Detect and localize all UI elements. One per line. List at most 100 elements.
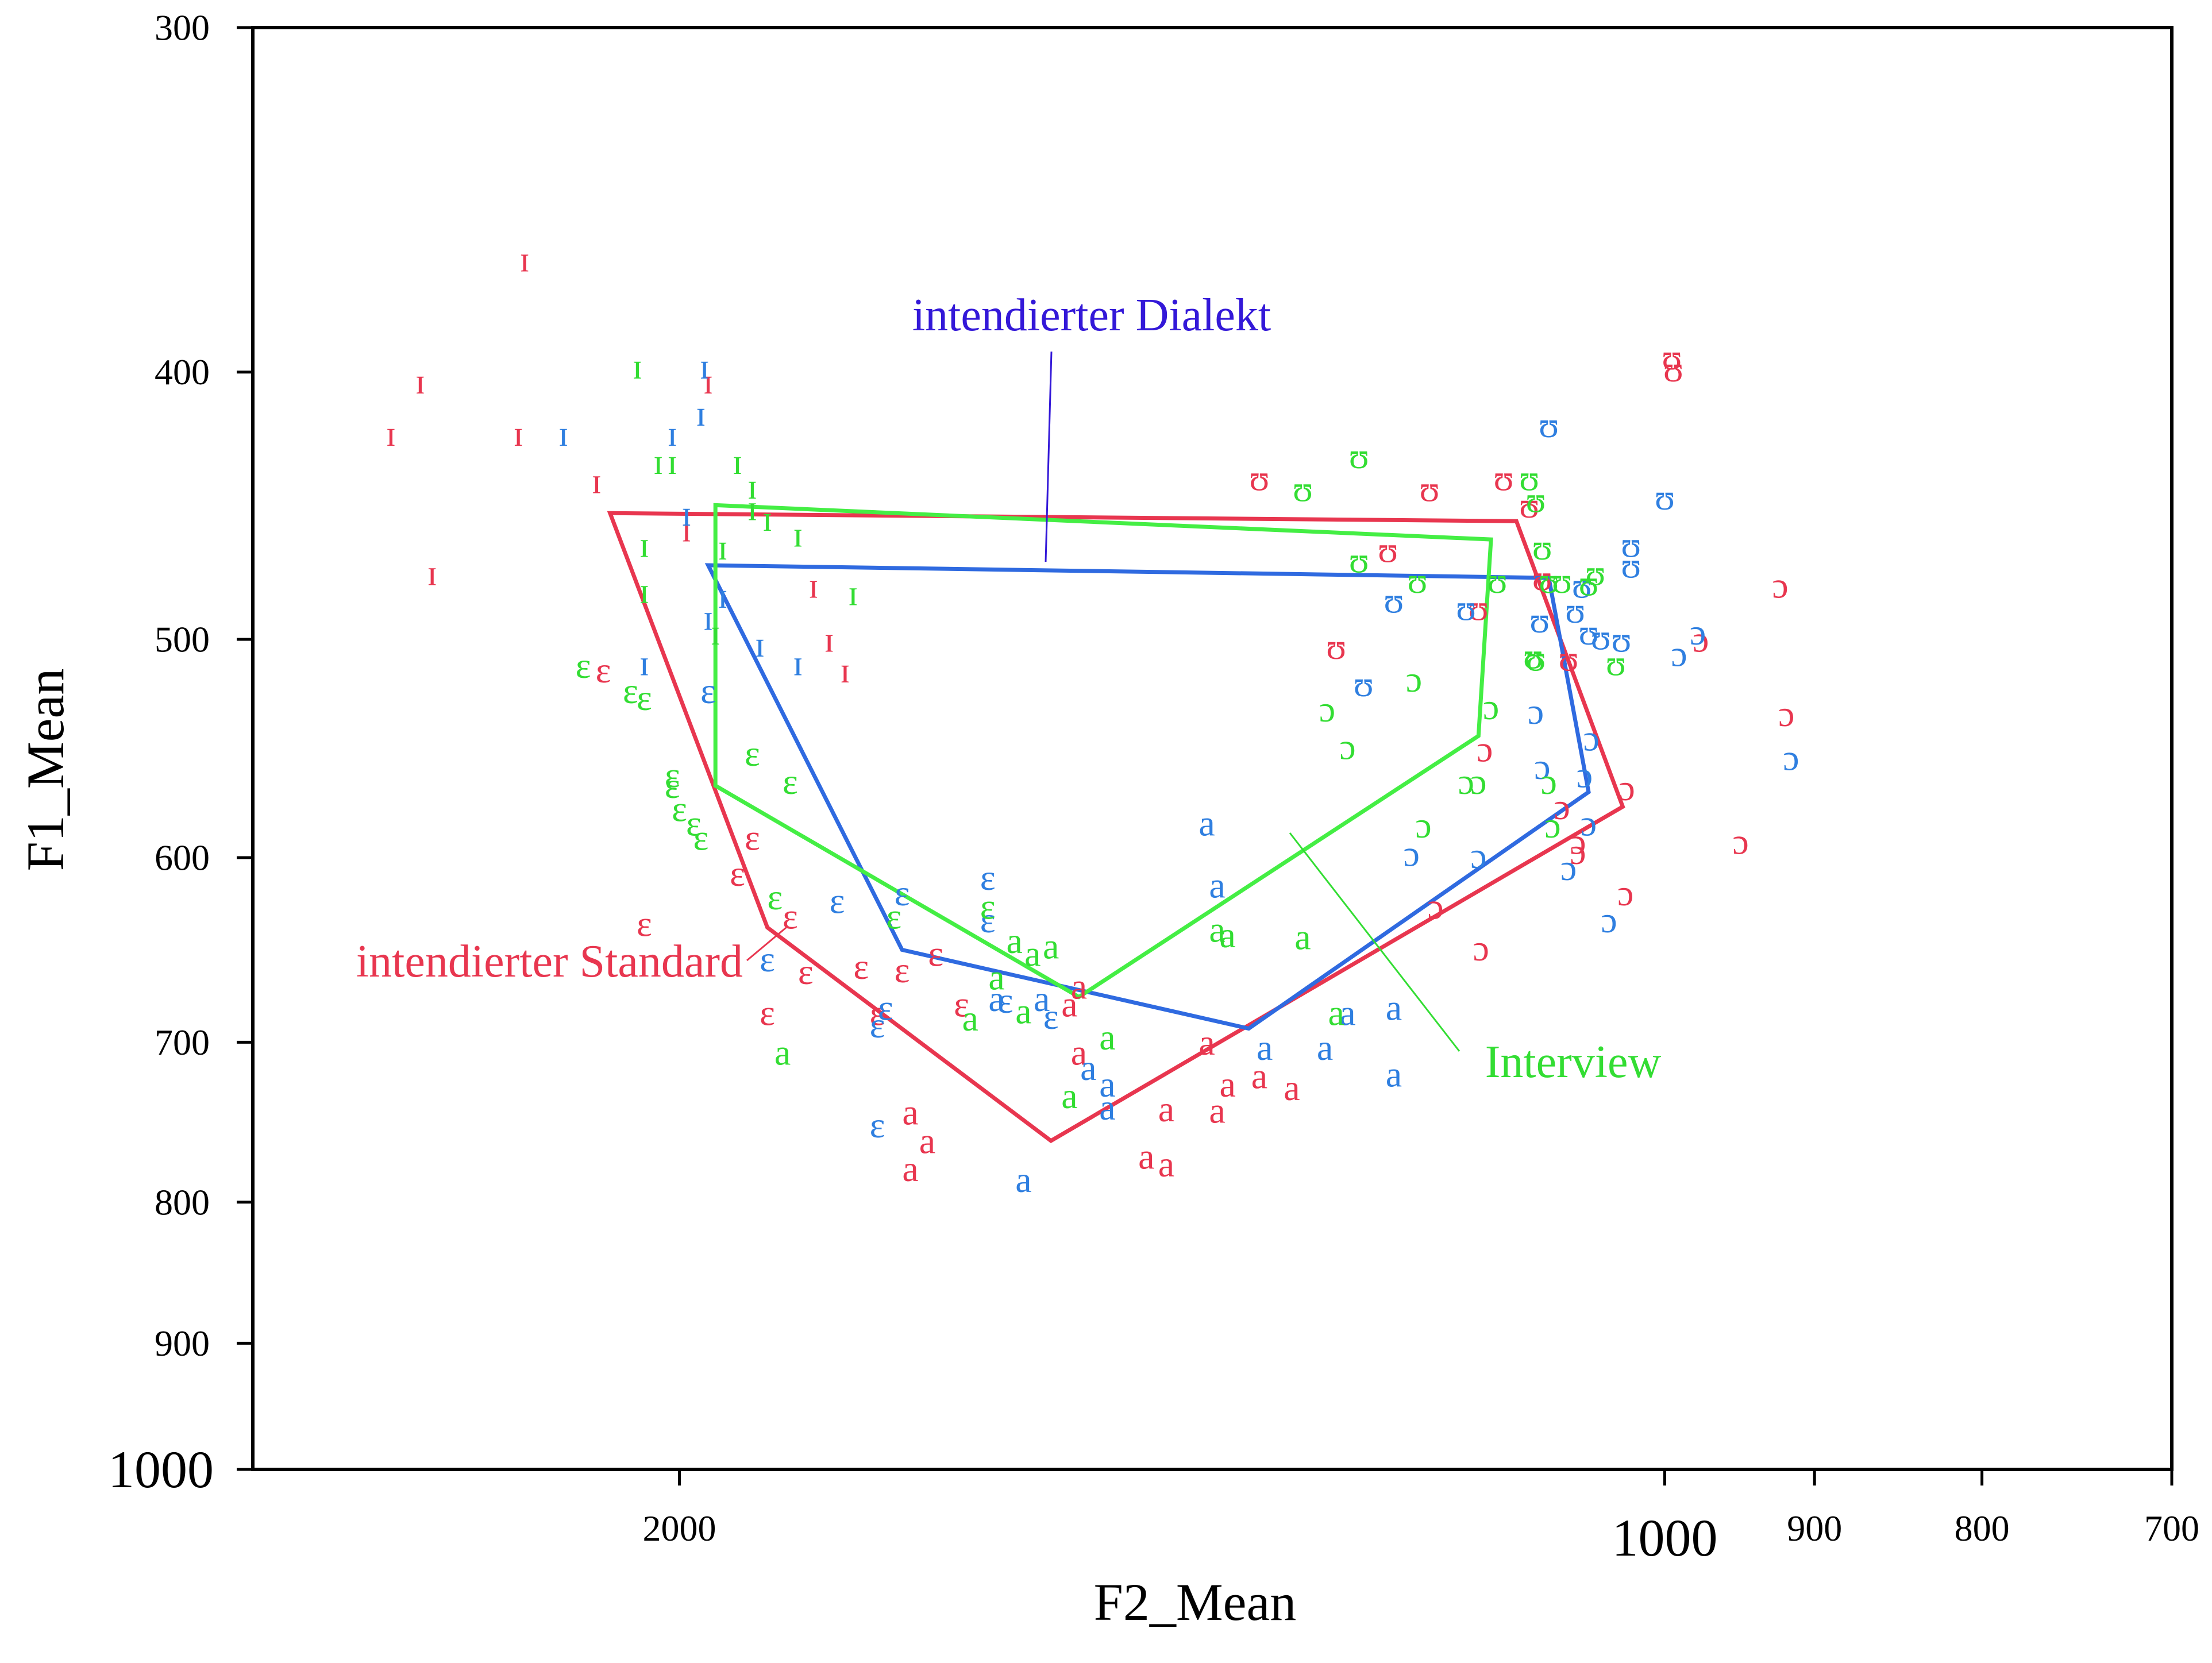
- point-intendierter-dialekt-3: ɪ: [558, 413, 569, 454]
- point-intendierter-standard-47: ʊ: [1663, 349, 1683, 389]
- point-intendierter-standard-10: ɪ: [840, 650, 850, 690]
- point-intendierter-dialekt-33: a: [1015, 1159, 1031, 1200]
- point-interview-45: ʊ: [1487, 560, 1508, 601]
- point-intendierter-dialekt-42: ʊ: [1354, 663, 1374, 704]
- point-intendierter-dialekt-25: a: [1339, 993, 1355, 1033]
- point-intendierter-dialekt-22: a: [1209, 865, 1225, 906]
- point-interview-21: ɛ: [686, 803, 702, 844]
- point-interview-33: a: [962, 998, 978, 1039]
- x-axis-ticks: 2000 1000 900 800 700: [643, 1469, 2199, 1567]
- polygon-intendierter-standard: [607, 511, 1625, 1144]
- point-intendierter-standard-35: a: [1284, 1067, 1300, 1108]
- point-intendierter-standard-45: ʊ: [1469, 588, 1489, 628]
- point-interview-30: a: [1043, 926, 1059, 967]
- point-intendierter-standard-44: ʊ: [1559, 638, 1579, 679]
- point-interview-5: ɪ: [747, 488, 758, 528]
- point-intendierter-dialekt-10: ɛ: [700, 670, 716, 711]
- point-intendierter-dialekt-23: a: [1034, 978, 1050, 1019]
- x-axis-label: F2_Mean: [1094, 1573, 1297, 1631]
- point-intendierter-dialekt-55: ɔ: [1403, 834, 1419, 874]
- point-intendierter-standard-27: a: [1061, 983, 1077, 1024]
- point-intendierter-standard-8: ɪ: [808, 565, 819, 606]
- point-interview-35: a: [1099, 1017, 1115, 1058]
- point-intendierter-dialekt-9: ɪ: [639, 643, 650, 684]
- point-interview-6: ɪ: [762, 498, 773, 539]
- point-interview-57: ɔ: [1483, 686, 1499, 727]
- point-interview-2: ɪ: [667, 441, 677, 482]
- point-intendierter-standard-50: ɔ: [1778, 693, 1794, 734]
- point-intendierter-standard-53: ɔ: [1554, 786, 1570, 827]
- point-interview-42: ʊ: [1525, 480, 1546, 520]
- point-intendierter-dialekt-11: ɛ: [895, 873, 910, 913]
- point-intendierter-standard-48: ɔ: [1772, 565, 1788, 606]
- point-interview-18: ɛ: [665, 765, 680, 806]
- point-interview-28: a: [1006, 920, 1022, 961]
- point-intendierter-dialekt-36: ʊ: [1456, 588, 1476, 628]
- point-interview-49: ʊ: [1578, 562, 1598, 603]
- point-interview-39: ʊ: [1349, 435, 1369, 476]
- point-interview-54: ɔ: [1406, 659, 1422, 700]
- point-interview-3: ɪ: [733, 441, 743, 482]
- point-intendierter-standard-0: ɪ: [519, 239, 530, 280]
- point-intendierter-dialekt-26: a: [1386, 987, 1402, 1028]
- point-intendierter-dialekt-51: ɔ: [1577, 755, 1593, 796]
- point-intendierter-dialekt-18: ɛ: [870, 1005, 885, 1045]
- leader-line-intendierter-dialekt: [1045, 351, 1053, 562]
- point-intendierter-standard-46: ʊ: [1662, 337, 1682, 377]
- point-intendierter-dialekt-43: ʊ: [1611, 619, 1631, 660]
- point-intendierter-dialekt-17: ɛ: [998, 980, 1013, 1021]
- point-interview-24: ɛ: [886, 896, 901, 936]
- point-interview-17: ɛ: [665, 755, 680, 796]
- point-intendierter-dialekt-24: a: [988, 978, 1004, 1019]
- point-intendierter-standard-19: ɛ: [928, 933, 943, 974]
- point-interview-44: ʊ: [1408, 560, 1428, 601]
- point-intendierter-standard-31: a: [1158, 1144, 1174, 1184]
- point-interview-52: ʊ: [1525, 638, 1546, 679]
- point-intendierter-dialekt-58: ɔ: [1601, 900, 1617, 940]
- point-intendierter-standard-58: ɔ: [1473, 928, 1489, 969]
- point-interview-12: ɪ: [710, 612, 720, 653]
- point-interview-14: ɛ: [623, 670, 638, 711]
- point-intendierter-dialekt-5: ɪ: [718, 575, 728, 616]
- point-interview-55: ɔ: [1319, 689, 1335, 730]
- point-interview-9: ɪ: [639, 524, 650, 565]
- point-intendierter-standard-24: a: [919, 1120, 935, 1161]
- point-intendierter-dialekt-34: ʊ: [1539, 404, 1559, 445]
- x-tick-label-1000: 1000: [1612, 1508, 1718, 1567]
- point-intendierter-standard-9: ɪ: [824, 619, 834, 660]
- point-intendierter-dialekt-32: a: [1099, 1087, 1115, 1128]
- point-interview-20: ɛ: [672, 788, 687, 829]
- y-tick-label-1000: 1000: [108, 1440, 214, 1499]
- point-intendierter-standard-34: a: [1199, 1022, 1215, 1063]
- point-intendierter-standard-59: ɔ: [1427, 886, 1443, 927]
- point-intendierter-dialekt-38: ʊ: [1529, 600, 1550, 640]
- point-intendierter-dialekt-52: ɔ: [1528, 691, 1544, 732]
- point-interview-19: ɛ: [783, 761, 798, 802]
- y-tick-label-800: 800: [155, 1182, 210, 1222]
- point-intendierter-standard-56: ɔ: [1617, 873, 1633, 913]
- point-interview-16: ɛ: [745, 733, 760, 774]
- point-interview-40: ʊ: [1293, 469, 1313, 510]
- point-interview-36: a: [1061, 1075, 1077, 1116]
- x-tick-label-800: 800: [1955, 1508, 2010, 1549]
- point-intendierter-dialekt-54: ɔ: [1581, 803, 1597, 844]
- point-intendierter-dialekt-40: ʊ: [1591, 616, 1611, 657]
- annotation-intendierter-standard: intendierter Standard: [356, 936, 743, 987]
- y-tick-label-700: 700: [155, 1022, 210, 1063]
- point-intendierter-standard-36: a: [1209, 1090, 1225, 1131]
- y-tick-label-300: 300: [155, 7, 210, 48]
- point-intendierter-standard-18: ɛ: [895, 950, 910, 990]
- polygon-intendierter-dialekt: [704, 563, 1591, 1031]
- point-intendierter-dialekt-12: ɛ: [830, 881, 845, 921]
- point-intendierter-standard-32: a: [1219, 1064, 1235, 1105]
- point-interview-61: ɔ: [1540, 761, 1556, 802]
- point-intendierter-dialekt-48: ɔ: [1671, 633, 1687, 674]
- point-intendierter-dialekt-8: ɪ: [793, 643, 803, 684]
- point-intendierter-dialekt-47: ɔ: [1690, 612, 1706, 653]
- point-interview-43: ʊ: [1349, 540, 1369, 581]
- point-interview-41: ʊ: [1519, 458, 1539, 499]
- point-intendierter-standard-30: a: [1138, 1136, 1154, 1177]
- x-tick-label-2000: 2000: [643, 1508, 716, 1549]
- point-intendierter-standard-33: a: [1251, 1056, 1267, 1097]
- y-axis-label: F1_Mean: [16, 669, 75, 871]
